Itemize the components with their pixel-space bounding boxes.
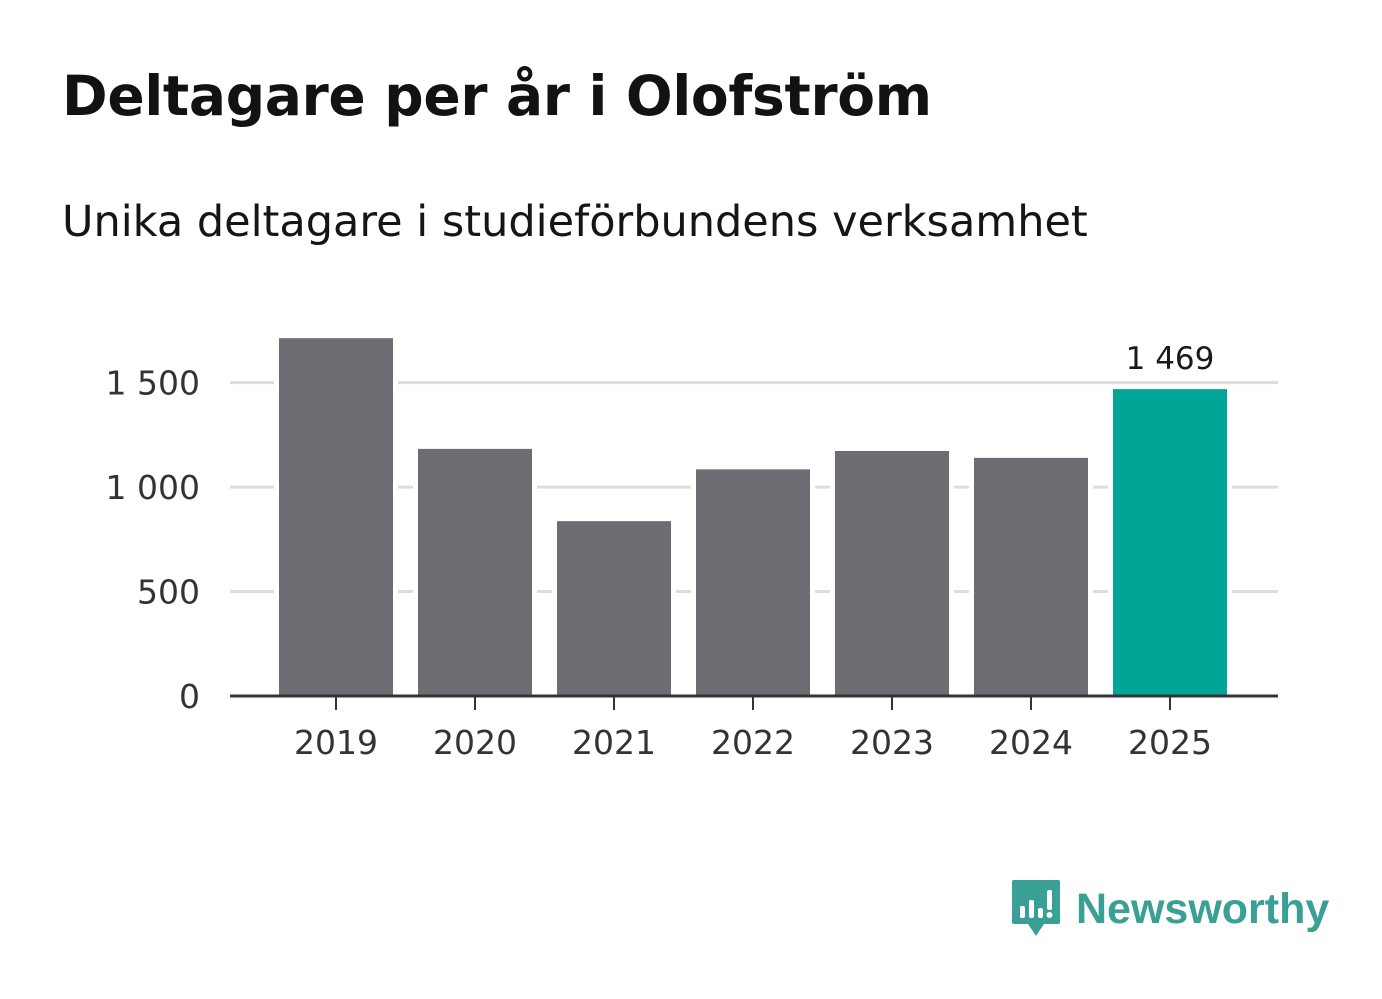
newsworthy-logo-icon: [1012, 880, 1060, 936]
bars: [274, 338, 1232, 696]
x-tick-label: 2025: [1128, 723, 1212, 762]
x-tick-label: 2022: [711, 723, 795, 762]
bar-2024: [974, 457, 1088, 696]
bar-2019: [279, 338, 393, 696]
y-tick-label: 0: [179, 677, 200, 716]
bar-2022: [696, 469, 810, 696]
labels: 0 500 1 000 1 500 2019 2020 2021 2022 2023 2024 20…: [106, 341, 1215, 762]
x-tick-label: 2023: [850, 723, 934, 762]
brand-name: Newsworthy: [1076, 884, 1330, 933]
data-label: 1 469: [1126, 341, 1215, 377]
bar-2023: [835, 450, 949, 696]
chart-subtitle: Unika deltagare i studieförbundens verks…: [62, 197, 1088, 247]
y-tick-label: 500: [137, 573, 200, 612]
x-tick-label: 2021: [572, 723, 656, 762]
brand-logo: Newsworthy: [1010, 878, 1329, 940]
axes: [230, 694, 1278, 710]
x-tick-label: 2024: [989, 723, 1073, 762]
x-tick-label: 2019: [294, 723, 378, 762]
y-tick-label: 1 000: [106, 468, 200, 507]
y-tick-label: 1 500: [106, 364, 200, 403]
x-tick-label: 2020: [433, 723, 517, 762]
bar-2020: [418, 448, 532, 696]
chart-title: Deltagare per år i Olofström: [62, 64, 932, 128]
bar-2021: [557, 521, 671, 696]
bar-2025: [1113, 389, 1227, 696]
